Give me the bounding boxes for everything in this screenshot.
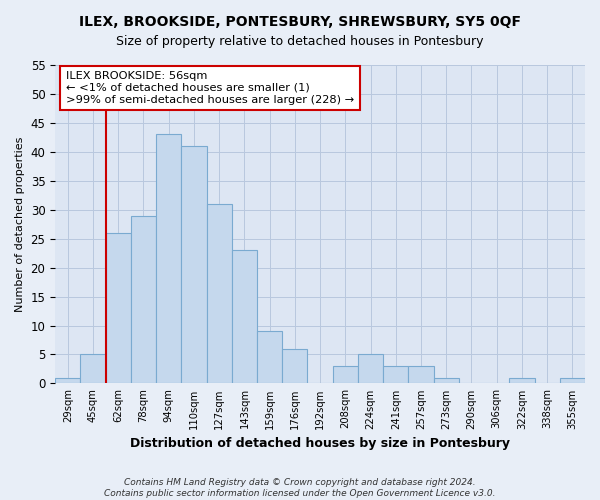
Bar xyxy=(80,354,106,384)
Bar xyxy=(55,378,80,384)
Text: ILEX, BROOKSIDE, PONTESBURY, SHREWSBURY, SY5 0QF: ILEX, BROOKSIDE, PONTESBURY, SHREWSBURY,… xyxy=(79,15,521,29)
Text: ILEX BROOKSIDE: 56sqm
← <1% of detached houses are smaller (1)
>99% of semi-deta: ILEX BROOKSIDE: 56sqm ← <1% of detached … xyxy=(66,72,354,104)
Bar xyxy=(383,366,409,384)
Bar xyxy=(560,378,585,384)
Bar xyxy=(332,366,358,384)
Bar xyxy=(156,134,181,384)
Bar xyxy=(232,250,257,384)
Bar xyxy=(409,366,434,384)
Bar xyxy=(257,332,282,384)
Bar xyxy=(206,204,232,384)
Bar xyxy=(509,378,535,384)
Bar xyxy=(131,216,156,384)
Bar xyxy=(181,146,206,384)
Bar xyxy=(358,354,383,384)
Bar xyxy=(282,348,307,384)
Y-axis label: Number of detached properties: Number of detached properties xyxy=(15,136,25,312)
Text: Size of property relative to detached houses in Pontesbury: Size of property relative to detached ho… xyxy=(116,35,484,48)
Text: Contains HM Land Registry data © Crown copyright and database right 2024.
Contai: Contains HM Land Registry data © Crown c… xyxy=(104,478,496,498)
X-axis label: Distribution of detached houses by size in Pontesbury: Distribution of detached houses by size … xyxy=(130,437,510,450)
Bar xyxy=(434,378,459,384)
Bar xyxy=(106,233,131,384)
